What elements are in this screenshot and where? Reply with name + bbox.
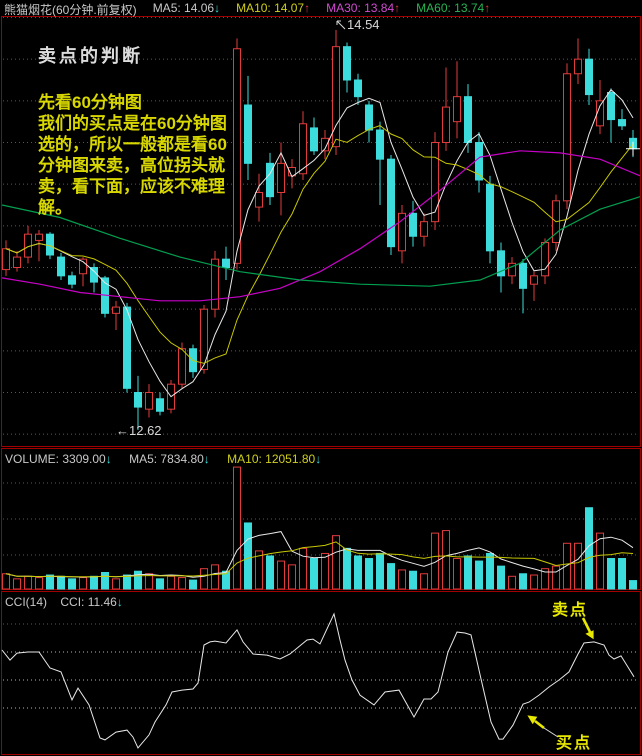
ma30-value: MA30: 13.84↑ <box>326 1 401 15</box>
instrument-title: 熊猫烟花(60分钟.前复权) <box>4 3 137 17</box>
sell-point-arrow-icon <box>581 617 594 640</box>
note-line: 解。 <box>38 198 72 217</box>
cci-indicator-label: CCI(14) <box>5 595 48 609</box>
cci-header: CCI(14) CCI: 11.46↓ <box>5 595 133 609</box>
note-paragraph: 先看60分钟图 我们的买点是在60分钟图 选的，所以一般都是看60 分钟图来卖，… <box>38 92 227 218</box>
ma60-up-arrow-icon: ↑ <box>484 1 491 15</box>
cci-down-arrow-icon: ↓ <box>116 595 123 609</box>
volume-header: VOLUME: 3309.00↓ MA5: 7834.80↓ MA10: 120… <box>5 452 335 466</box>
ma60-value: MA60: 13.74↑ <box>416 1 491 15</box>
low-price-label: ←12.62 <box>116 423 162 438</box>
note-title: 卖点的判断 <box>38 46 143 66</box>
buy-point-arrow-icon <box>527 715 559 738</box>
buy-point-label: 买点 <box>556 735 593 752</box>
note-line: 分钟图来卖，高位拐头就 <box>38 156 225 175</box>
cci-value: CCI: 11.46↓ <box>60 595 123 609</box>
sell-point-label: 卖点 <box>552 602 589 619</box>
note-line: 我们的买点是在60分钟图 <box>38 114 227 133</box>
ma5-value: MA5: 14.06↓ <box>152 1 221 15</box>
volume-ma10-down-arrow-icon: ↓ <box>315 452 322 466</box>
volume-down-arrow-icon: ↓ <box>105 452 112 466</box>
chart-header: 熊猫烟花(60分钟.前复权) MA5: 14.06↓ MA10: 14.07↑ … <box>4 1 506 18</box>
volume-value: VOLUME: 3309.00↓ <box>5 452 112 466</box>
volume-ma5-down-arrow-icon: ↓ <box>203 452 210 466</box>
ma10-value: MA10: 14.07↑ <box>236 1 311 15</box>
volume-ma5-value: MA5: 7834.80↓ <box>129 452 210 466</box>
ma10-up-arrow-icon: ↑ <box>304 1 311 15</box>
peak-price-label: 14.54 <box>347 17 380 32</box>
note-line: 选的，所以一般都是看60 <box>38 135 227 154</box>
ma5-down-arrow-icon: ↓ <box>214 1 221 15</box>
note-line: 卖，看下面，应该不难理 <box>38 177 225 196</box>
volume-ma10-value: MA10: 12051.80↓ <box>227 452 322 466</box>
ma30-up-arrow-icon: ↑ <box>394 1 401 15</box>
note-line: 先看60分钟图 <box>38 93 142 112</box>
